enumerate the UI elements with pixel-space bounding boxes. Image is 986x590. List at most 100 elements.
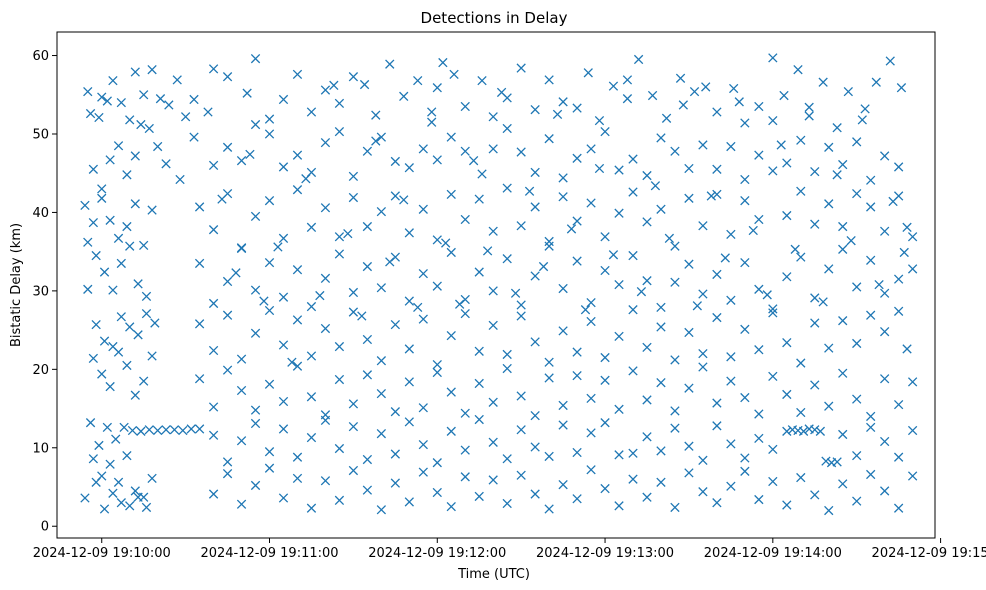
data-point-marker [810, 219, 820, 229]
data-point-marker [306, 222, 317, 232]
data-point-marker [661, 113, 672, 123]
data-point-marker [136, 426, 146, 436]
data-point-marker [446, 501, 456, 512]
data-point-marker [432, 359, 442, 370]
data-point-marker [91, 477, 101, 487]
data-point-marker [656, 378, 666, 388]
data-point-marker [600, 375, 610, 385]
data-point-marker [530, 167, 540, 178]
data-point-marker [754, 345, 764, 355]
data-point-marker [147, 351, 157, 361]
data-point-marker [698, 487, 708, 497]
data-point-marker [678, 100, 689, 110]
data-point-marker [273, 242, 283, 252]
data-point-marker [334, 98, 345, 109]
data-point-marker [740, 392, 750, 403]
data-point-marker [656, 322, 666, 332]
data-point-marker [852, 394, 862, 404]
data-point-marker [362, 454, 373, 465]
data-point-marker [754, 214, 764, 225]
data-point-marker [111, 434, 121, 444]
data-point-marker [348, 287, 359, 298]
data-point-marker [622, 75, 633, 85]
data-point-marker [264, 447, 275, 457]
data-point-marker [292, 69, 303, 80]
data-point-marker [782, 500, 792, 510]
data-point-marker [698, 140, 708, 150]
data-point-marker [572, 347, 582, 357]
data-point-marker [754, 433, 764, 444]
data-point-marker [530, 442, 540, 452]
data-point-marker [684, 468, 694, 478]
data-point-marker [586, 428, 596, 438]
data-point-marker [740, 174, 750, 185]
y-axis: 0 10 20 30 40 50 60 [32, 49, 57, 535]
data-point-marker [712, 498, 722, 508]
data-point-marker [306, 392, 317, 402]
data-point-marker [684, 327, 694, 338]
data-point-marker [664, 233, 675, 243]
data-point-marker [418, 268, 428, 279]
data-point-marker [740, 324, 750, 334]
x-tick-label: 2024-12-09 19:12:00 [368, 546, 506, 561]
data-point-marker [164, 100, 174, 110]
data-point-marker [712, 189, 722, 200]
plot-background [57, 32, 935, 538]
data-point-marker [136, 119, 146, 130]
data-point-marker [460, 101, 470, 112]
data-point-marker [608, 250, 619, 260]
data-point-marker [320, 85, 331, 95]
data-point-marker [544, 241, 554, 251]
x-tick-label: 2024-12-09 19:15:00 [872, 546, 986, 561]
data-point-marker [768, 308, 778, 318]
data-point-marker [530, 337, 540, 347]
data-point-marker [726, 295, 736, 305]
data-point-marker [698, 455, 708, 465]
data-point-marker [278, 396, 289, 407]
data-point-marker [446, 247, 456, 258]
x-tick-label: 2024-12-09 19:10:00 [33, 546, 171, 561]
data-point-marker [334, 126, 345, 137]
data-point-marker [390, 407, 400, 417]
data-point-marker [88, 454, 99, 464]
data-point-marker [782, 210, 792, 221]
data-point-marker [502, 454, 512, 464]
data-point-marker [544, 451, 554, 462]
data-point-marker [544, 75, 554, 85]
data-point-marker [558, 173, 568, 183]
data-point-marker [83, 86, 93, 97]
data-point-marker [147, 64, 157, 75]
x-tick-label: 2024-12-09 19:13:00 [536, 546, 674, 561]
data-point-marker [292, 185, 303, 195]
data-point-marker [656, 446, 666, 456]
data-point-marker [524, 186, 535, 196]
data-point-marker [105, 215, 115, 225]
data-point-marker [684, 383, 694, 393]
data-point-marker [650, 181, 661, 191]
data-point-marker [169, 425, 180, 435]
data-point-marker [186, 424, 196, 434]
data-point-marker [292, 150, 303, 160]
data-point-marker [675, 73, 686, 83]
data-point-marker [404, 228, 414, 238]
data-point-marker [670, 423, 680, 433]
data-point-marker [754, 150, 764, 160]
data-point-marker [636, 287, 647, 297]
data-point-marker [141, 308, 152, 319]
data-point-marker [768, 371, 778, 382]
y-tick-label: 0 [41, 520, 49, 535]
data-point-marker [516, 221, 526, 231]
data-point-marker [432, 367, 442, 378]
data-point-marker [748, 225, 758, 236]
data-point-marker [125, 115, 135, 125]
data-point-marker [628, 305, 638, 315]
data-point-marker [264, 196, 275, 206]
data-point-marker [670, 502, 680, 513]
data-point-marker [810, 318, 820, 328]
data-point-marker [706, 191, 716, 201]
data-point-marker [477, 169, 487, 179]
data-point-marker [127, 425, 138, 436]
data-point-marker [488, 144, 498, 154]
data-point-marker [712, 398, 722, 408]
data-point-marker [614, 450, 624, 460]
